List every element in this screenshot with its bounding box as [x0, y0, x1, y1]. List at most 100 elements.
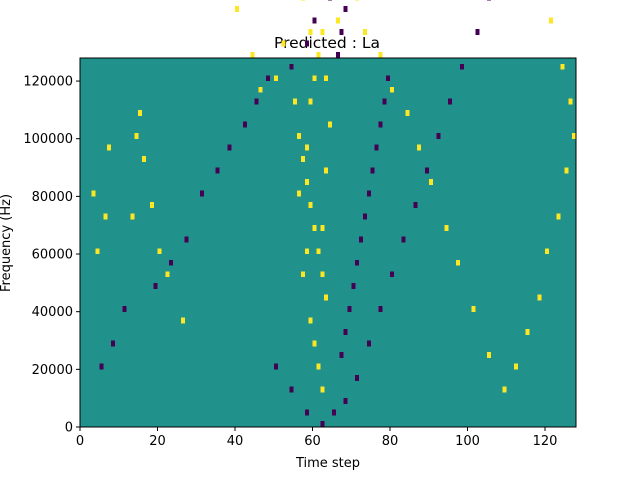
heatmap-cell-low [475, 29, 480, 36]
heatmap-cell-high [91, 190, 96, 197]
heatmap-cell-low [366, 190, 371, 197]
heatmap-cell-high [165, 271, 170, 278]
heatmap-cell-high [149, 202, 154, 209]
heatmap-cell-low [312, 17, 317, 24]
heatmap-cell-low [343, 328, 348, 335]
heatmap-cell-high [273, 75, 278, 82]
heatmap-cell-high [471, 305, 476, 312]
x-tick-label: 100 [455, 434, 480, 449]
y-axis-title: Frequency (Hz) [0, 194, 14, 292]
heatmap-cell-high [320, 29, 325, 36]
heatmap-cell-high [297, 132, 302, 139]
heatmap-cell-high [316, 52, 321, 59]
heatmap-cell-high [568, 98, 573, 105]
heatmap-cell-low [390, 271, 395, 278]
heatmap-cell-high [417, 144, 422, 151]
heatmap-cell-high [335, 17, 340, 24]
heatmap-cell-high [308, 98, 313, 105]
heatmap-cell-low [366, 340, 371, 347]
heatmap-cell-high [502, 386, 507, 393]
heatmap-cell-low [122, 305, 127, 312]
heatmap-cell-low [266, 75, 271, 82]
heatmap-cell-low [370, 167, 375, 174]
heatmap-cell-high [312, 340, 317, 347]
heatmap-cell-high [514, 363, 519, 370]
heatmap-cell-low [184, 236, 189, 243]
heatmap-cell-low [304, 409, 309, 416]
heatmap-cell-high [304, 248, 309, 255]
heatmap-cell-low [386, 75, 391, 82]
heatmap-cell-high [428, 179, 433, 185]
heatmap-cell-high [316, 363, 321, 370]
chart-title: Predicted : La [274, 34, 380, 52]
heatmap-cell-high [378, 52, 383, 59]
y-tick-label: 60000 [32, 248, 73, 263]
heatmap-cell-low [254, 98, 259, 105]
heatmap-cell-low [378, 121, 383, 128]
heatmap-cell-low [448, 98, 453, 105]
heatmap-cell-high [444, 225, 449, 232]
heatmap-cells [91, 0, 577, 428]
heatmap-cell-low [111, 340, 116, 347]
heatmap-cell-low [339, 352, 344, 358]
heatmap-cell-high [486, 352, 491, 358]
y-axis: 0 20000 40000 60000 80000 100000 120000 [23, 75, 80, 436]
heatmap-cell-high [328, 121, 333, 128]
heatmap-cell-low [320, 421, 325, 428]
heatmap-cell-low [304, 40, 309, 47]
heatmap-cell-high [300, 156, 305, 162]
x-axis: 0 20 40 60 80 100 120 [76, 427, 558, 449]
x-tick-label: 0 [76, 434, 84, 449]
plot-frame [79, 57, 577, 428]
heatmap-cell-high [362, 29, 367, 36]
heatmap-cell-high [316, 248, 321, 255]
heatmap-cell-high [564, 167, 569, 174]
heatmap-cell-low [413, 202, 418, 209]
x-axis-title: Time step [295, 456, 360, 471]
heatmap-cell-low [382, 98, 387, 105]
heatmap-cell-high [297, 190, 302, 197]
heatmap-cell-low [343, 6, 348, 13]
heatmap-cell-high [157, 248, 162, 255]
heatmap-cell-low [153, 282, 158, 289]
y-tick-label: 100000 [23, 132, 73, 147]
x-tick-label: 120 [533, 434, 558, 449]
heatmap-cell-high [320, 271, 325, 278]
heatmap-cell-high [304, 144, 309, 151]
heatmap-cell-high [107, 144, 112, 151]
heatmap-cell-low [242, 121, 247, 128]
heatmap-cell-high [308, 202, 313, 209]
heatmap-cell-low [273, 363, 278, 370]
heatmap-cell-low [227, 144, 232, 151]
heatmap-cell-low [359, 236, 364, 243]
heatmap-cell-high [572, 132, 577, 139]
heatmap-cell-high [390, 86, 395, 93]
heatmap-cell-low [215, 167, 220, 174]
heatmap-cell-high [142, 156, 147, 162]
heatmap-cell-high [324, 75, 329, 82]
y-tick-label: 120000 [23, 75, 73, 90]
heatmap-cell-low [289, 386, 294, 393]
x-tick-label: 60 [304, 434, 321, 449]
heatmap-cell-high [545, 248, 550, 255]
heatmap-cell-high [281, 40, 286, 47]
heatmap-cell-high [560, 63, 565, 70]
x-tick-label: 80 [382, 434, 399, 449]
y-tick-label: 40000 [32, 305, 73, 320]
heatmap-cell-low [351, 282, 356, 289]
heatmap-cell-low [289, 63, 294, 70]
heatmap-cell-high [312, 225, 317, 232]
heatmap-cell-low [436, 132, 441, 139]
heatmap-cell-low [355, 259, 360, 266]
heatmap-cell-high [258, 86, 263, 93]
heatmap-cell-low [355, 375, 360, 382]
heatmap-cell-high [304, 179, 309, 185]
x-tick-label: 20 [149, 434, 166, 449]
heatmap-cell-low [200, 190, 205, 197]
heatmap-cell-low [378, 305, 383, 312]
plot-area [79, 0, 577, 428]
heatmap-cell-high [103, 213, 108, 220]
heatmap-cell-low [169, 259, 174, 266]
heatmap-cell-high [537, 294, 542, 301]
